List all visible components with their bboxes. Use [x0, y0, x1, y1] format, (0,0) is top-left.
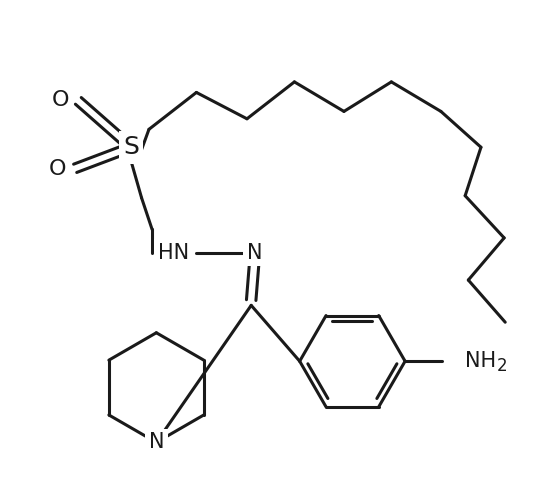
Text: S: S — [123, 135, 139, 159]
Text: O: O — [52, 90, 69, 110]
Text: N: N — [148, 432, 164, 452]
Text: HN: HN — [158, 243, 189, 263]
Text: O: O — [49, 159, 66, 180]
Text: N: N — [247, 243, 262, 263]
Text: 2: 2 — [497, 358, 507, 375]
Text: NH: NH — [465, 351, 496, 371]
